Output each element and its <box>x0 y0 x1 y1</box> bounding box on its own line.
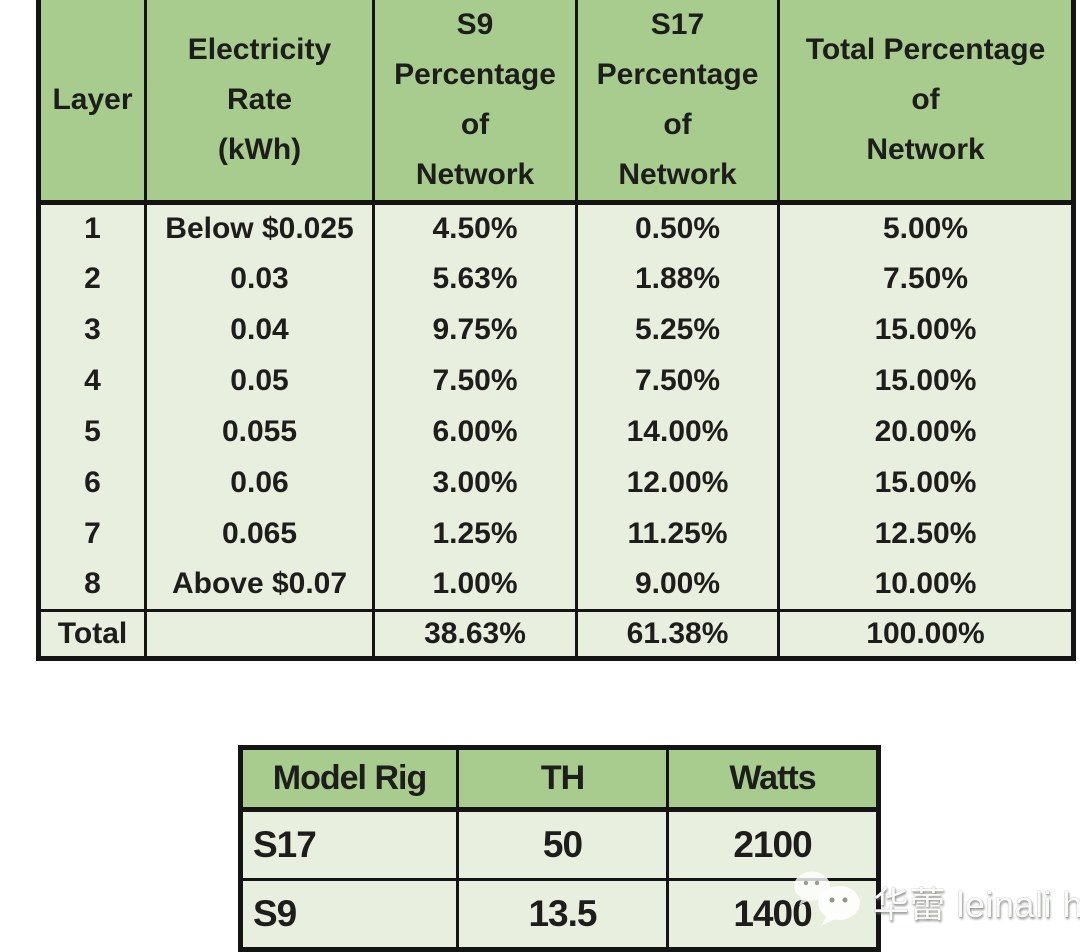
rig-table-header-row: Model Rig TH Watts <box>239 746 880 812</box>
cell-s17: 1.88% <box>575 253 780 305</box>
rig-spec-table: Model Rig TH Watts S17 50 2100 S9 13.5 1… <box>238 745 881 952</box>
cell-watts: 2100 <box>666 808 880 881</box>
cell-s9: 4.50% <box>372 202 578 254</box>
cell-layer: 1 <box>37 202 147 254</box>
cell-model: S17 <box>239 808 459 881</box>
table-row: 8 Above $0.07 1.00% 9.00% 10.00% <box>37 559 1075 611</box>
table-row: S17 50 2100 <box>239 808 880 881</box>
main-table-header-row: Layer Electricity Rate (kWh) S9 Percenta… <box>37 0 1075 205</box>
wechat-icon <box>793 869 867 934</box>
cell-th: 50 <box>456 808 669 881</box>
cell-total: 15.00% <box>777 355 1075 407</box>
header-watts: Watts <box>666 746 880 812</box>
header-s17-percentage: S17 Percentage of Network <box>575 0 780 205</box>
cell-layer: 2 <box>37 253 147 305</box>
cell-rate: 0.05 <box>144 355 375 407</box>
table-row: 7 0.065 1.25% 11.25% 12.50% <box>37 508 1075 560</box>
cell-s9: 7.50% <box>372 355 578 407</box>
cell-s17: 14.00% <box>575 406 780 458</box>
cell-s9: 3.00% <box>372 457 578 509</box>
cell-s17: 7.50% <box>575 355 780 407</box>
cell-s9: 1.25% <box>372 508 578 560</box>
cell-th: 13.5 <box>456 878 669 951</box>
cell-rate: 0.03 <box>144 253 375 305</box>
cell-s17: 9.00% <box>575 559 780 611</box>
cell-s17: 0.50% <box>575 202 780 254</box>
cell-s9: 1.00% <box>372 559 578 611</box>
table-row: S9 13.5 1400 <box>239 878 880 951</box>
table-row: 3 0.04 9.75% 5.25% 15.00% <box>37 304 1075 356</box>
table-row: 5 0.055 6.00% 14.00% 20.00% <box>37 406 1075 458</box>
cell-total: 20.00% <box>777 406 1075 458</box>
table-row: 1 Below $0.025 4.50% 0.50% 5.00% <box>37 202 1075 254</box>
cell-s17: 11.25% <box>575 508 780 560</box>
cell-layer: 7 <box>37 508 147 560</box>
cell-rate: 0.065 <box>144 508 375 560</box>
cell-total: 7.50% <box>777 253 1075 305</box>
watermark-text: 华蕾 leinali hua <box>873 883 1080 925</box>
table-row: 4 0.05 7.50% 7.50% 15.00% <box>37 355 1075 407</box>
cell-s9: 5.63% <box>372 253 578 305</box>
cell-s9: 9.75% <box>372 304 578 356</box>
cell-total-s17: 61.38% <box>575 609 780 659</box>
cell-total: 12.50% <box>777 508 1075 560</box>
table-row: 6 0.06 3.00% 12.00% 15.00% <box>37 457 1075 509</box>
cell-model: S9 <box>239 878 459 951</box>
cell-s9: 6.00% <box>372 406 578 458</box>
header-s9-percentage: S9 Percentage of Network <box>372 0 578 205</box>
cell-layer: 8 <box>37 559 147 611</box>
cell-rate: Below $0.025 <box>144 202 375 254</box>
cell-total: 15.00% <box>777 457 1075 509</box>
cell-layer: 5 <box>37 406 147 458</box>
cell-total: 5.00% <box>777 202 1075 254</box>
table-row: 2 0.03 5.63% 1.88% 7.50% <box>37 253 1075 305</box>
network-percentage-table: Layer Electricity Rate (kWh) S9 Percenta… <box>36 0 1076 661</box>
header-electricity-rate: Electricity Rate (kWh) <box>144 0 375 205</box>
cell-total-label: Total <box>37 609 147 659</box>
total-row: Total 38.63% 61.38% 100.00% <box>37 609 1075 659</box>
header-total-percentage: Total Percentage of Network <box>777 0 1075 205</box>
cell-total-s9: 38.63% <box>372 609 578 659</box>
cell-layer: 3 <box>37 304 147 356</box>
cell-layer: 6 <box>37 457 147 509</box>
header-model-rig: Model Rig <box>239 746 459 812</box>
cell-layer: 4 <box>37 355 147 407</box>
header-th: TH <box>456 746 669 812</box>
cell-total: 10.00% <box>777 559 1075 611</box>
header-layer: Layer <box>37 0 147 205</box>
cell-rate: 0.055 <box>144 406 375 458</box>
cell-total-rate <box>144 609 375 659</box>
cell-total-total: 100.00% <box>777 609 1075 659</box>
cell-total: 15.00% <box>777 304 1075 356</box>
cell-rate: 0.04 <box>144 304 375 356</box>
cell-s17: 12.00% <box>575 457 780 509</box>
cell-s17: 5.25% <box>575 304 780 356</box>
watermark: 华蕾 leinali hua <box>793 869 1080 934</box>
cell-rate: Above $0.07 <box>144 559 375 611</box>
cell-rate: 0.06 <box>144 457 375 509</box>
